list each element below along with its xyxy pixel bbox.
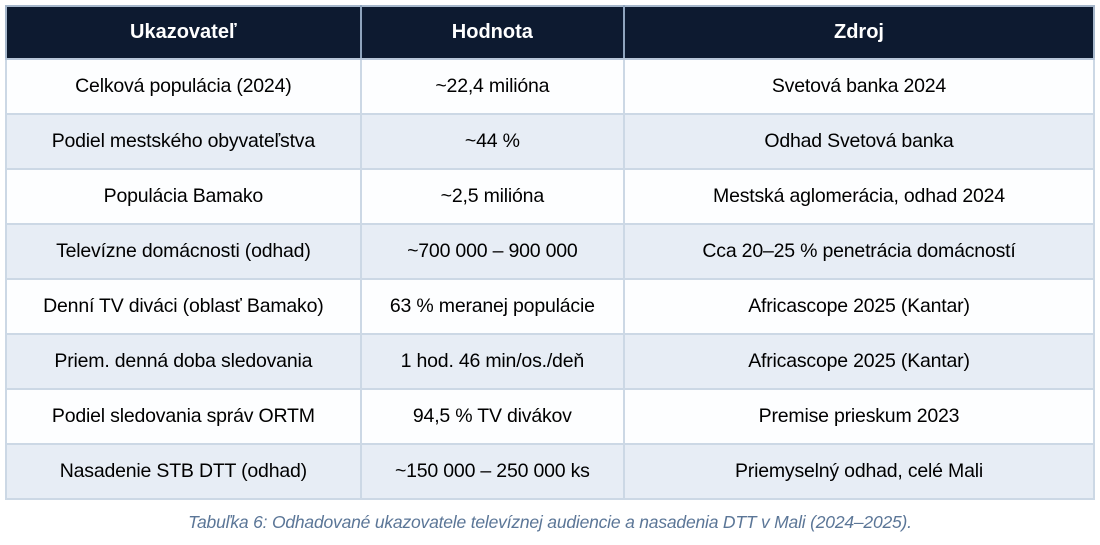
- cell-indicator: Podiel sledovania správ ORTM: [5, 388, 362, 445]
- cell-value: ~22,4 milióna: [359, 58, 625, 115]
- cell-value: 63 % meranej populácie: [359, 278, 625, 335]
- cell-value: 94,5 % TV divákov: [359, 388, 625, 445]
- cell-indicator: Denní TV diváci (oblasť Bamako): [5, 278, 362, 335]
- cell-value: ~700 000 – 900 000: [359, 223, 625, 280]
- cell-indicator: Populácia Bamako: [5, 168, 362, 225]
- cell-value: ~44 %: [359, 113, 625, 170]
- cell-indicator: Priem. denná doba sledovania: [5, 333, 362, 390]
- cell-indicator: Nasadenie STB DTT (odhad): [5, 443, 362, 500]
- table-caption: Tabuľka 6: Odhadované ukazovatele televí…: [188, 512, 912, 532]
- cell-value: ~2,5 milióna: [359, 168, 625, 225]
- header-value: Hodnota: [359, 6, 624, 60]
- cell-source: Odhad Svetová banka: [622, 113, 1096, 170]
- tv-audience-table: Ukazovateľ Hodnota Zdroj Celková populác…: [5, 5, 1096, 500]
- cell-source: Svetová banka 2024: [622, 58, 1096, 115]
- table-row: Denní TV diváci (oblasť Bamako) 63 % mer…: [5, 278, 1096, 335]
- table-row: Celková populácia (2024) ~22,4 milióna S…: [5, 58, 1096, 115]
- cell-indicator: Podiel mestského obyvateľstva: [5, 113, 362, 170]
- cell-source: Premise prieskum 2023: [622, 388, 1096, 445]
- cell-value: ~150 000 – 250 000 ks: [359, 443, 625, 500]
- table-row: Priem. denná doba sledovania 1 hod. 46 m…: [5, 333, 1096, 390]
- table-row: Populácia Bamako ~2,5 milióna Mestská ag…: [5, 168, 1096, 225]
- cell-source: Mestská aglomerácia, odhad 2024: [622, 168, 1096, 225]
- cell-source: Africascope 2025 (Kantar): [622, 333, 1096, 390]
- header-source: Zdroj: [622, 6, 1094, 60]
- table-header-row: Ukazovateľ Hodnota Zdroj: [6, 6, 1094, 60]
- cell-indicator: Televízne domácnosti (odhad): [5, 223, 362, 280]
- cell-value: 1 hod. 46 min/os./deň: [359, 333, 625, 390]
- page: Ukazovateľ Hodnota Zdroj Celková populác…: [5, 5, 1096, 532]
- table-row: Nasadenie STB DTT (odhad) ~150 000 – 250…: [5, 443, 1096, 500]
- table-row: Televízne domácnosti (odhad) ~700 000 – …: [5, 223, 1096, 280]
- table-row: Podiel sledovania správ ORTM 94,5 % TV d…: [5, 388, 1096, 445]
- header-indicator: Ukazovateľ: [6, 6, 361, 60]
- cell-source: Africascope 2025 (Kantar): [622, 278, 1096, 335]
- cell-source: Priemyselný odhad, celé Mali: [622, 443, 1096, 500]
- cell-source: Cca 20–25 % penetrácia domácností: [622, 223, 1096, 280]
- cell-indicator: Celková populácia (2024): [5, 58, 362, 115]
- table-row: Podiel mestského obyvateľstva ~44 % Odha…: [5, 113, 1096, 170]
